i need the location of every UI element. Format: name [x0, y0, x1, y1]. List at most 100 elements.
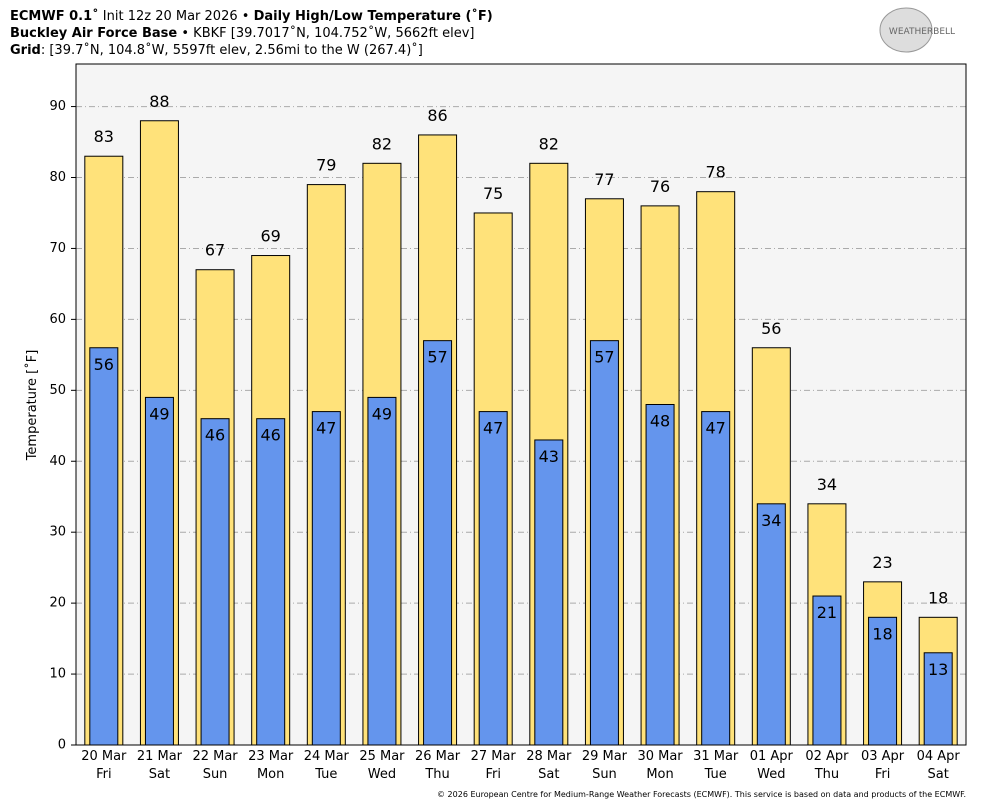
bar	[868, 616, 898, 746]
x-tick-weekday: Mon	[646, 767, 673, 782]
value-label: 46	[261, 426, 281, 445]
bar	[256, 418, 286, 746]
y-axis-label: Temperature [˚F]	[24, 350, 40, 462]
value-label: 47	[316, 419, 336, 438]
grid-line-text: Grid: [39.7˚N, 104.8˚W, 5597ft elev, 2.5…	[10, 42, 423, 58]
y-tick-label: 10	[49, 667, 66, 682]
station-line: Buckley Air Force Base • KBKF [39.7017˚N…	[10, 25, 474, 41]
value-label: 82	[372, 134, 392, 153]
y-tick-label: 80	[49, 170, 66, 185]
bar	[645, 404, 675, 746]
y-tick-label: 40	[49, 454, 66, 469]
init: Init 12z 20 Mar 2026	[103, 9, 238, 24]
x-tick-weekday: Fri	[96, 767, 112, 782]
value-label: 46	[205, 426, 225, 445]
value-label: 47	[706, 419, 726, 438]
x-tick-weekday: Thu	[424, 767, 449, 782]
x-tick-label: 25 Mar	[359, 749, 405, 764]
bar	[311, 411, 341, 746]
bar	[367, 396, 397, 746]
bar	[534, 439, 564, 746]
x-tick-weekday: Fri	[875, 767, 891, 782]
value-label: 48	[650, 412, 670, 431]
station: Buckley Air Force Base	[10, 26, 177, 41]
value-label: 86	[427, 106, 447, 125]
x-tick-weekday: Wed	[757, 767, 785, 782]
value-label: 34	[817, 475, 837, 494]
bar	[89, 347, 119, 746]
x-tick-label: 26 Mar	[415, 749, 461, 764]
x-tick-label: 20 Mar	[81, 749, 127, 764]
model: ECMWF 0.1˚	[10, 8, 99, 24]
value-label: 23	[872, 553, 892, 572]
x-tick-label: 27 Mar	[471, 749, 517, 764]
value-label: 56	[94, 355, 114, 374]
x-tick-weekday: Tue	[704, 767, 727, 782]
value-label: 78	[706, 163, 726, 182]
x-tick-weekday: Sat	[538, 767, 559, 782]
value-label: 43	[539, 447, 559, 466]
value-label: 13	[928, 660, 948, 679]
bar	[589, 340, 619, 746]
logo-mark	[879, 7, 933, 53]
value-label: 88	[149, 92, 169, 111]
value-label: 79	[316, 156, 336, 175]
x-tick-weekday: Sun	[592, 767, 617, 782]
x-tick-label: 31 Mar	[693, 749, 739, 764]
x-tick-label: 30 Mar	[637, 749, 683, 764]
value-label: 76	[650, 177, 670, 196]
y-tick-label: 20	[49, 596, 66, 611]
grid-label: Grid	[10, 43, 41, 58]
x-tick-label: 01 Apr	[750, 749, 794, 764]
value-label: 57	[427, 348, 447, 367]
bar	[423, 340, 453, 746]
y-tick-label: 70	[49, 241, 66, 256]
x-tick-label: 04 Apr	[917, 749, 961, 764]
value-label: 75	[483, 184, 503, 203]
station-info: • KBKF [39.7017˚N, 104.752˚W, 5662ft ele…	[181, 25, 474, 41]
x-tick-weekday: Sat	[149, 767, 170, 782]
value-label: 82	[539, 134, 559, 153]
value-label: 18	[872, 624, 892, 643]
x-tick-label: 02 Apr	[805, 749, 849, 764]
plot-frame	[75, 63, 967, 746]
y-tick-label: 60	[49, 312, 66, 327]
x-tick-label: 24 Mar	[304, 749, 350, 764]
value-label: 18	[928, 588, 948, 607]
value-label: 49	[149, 404, 169, 423]
value-label: 57	[594, 348, 614, 367]
value-label: 77	[594, 170, 614, 189]
footer: © 2026 European Centre for Medium-Range …	[437, 790, 966, 799]
x-tick-weekday: Sun	[203, 767, 228, 782]
x-tick-weekday: Mon	[257, 767, 284, 782]
x-tick-label: 03 Apr	[861, 749, 905, 764]
value-label: 67	[205, 241, 225, 260]
bar	[923, 652, 953, 746]
x-tick-label: 28 Mar	[526, 749, 572, 764]
separator: •	[242, 9, 250, 24]
y-tick-label: 0	[58, 738, 66, 753]
bar	[144, 396, 174, 746]
title-line: ECMWF 0.1˚ Init 12z 20 Mar 2026 • Daily …	[10, 8, 493, 24]
x-tick-weekday: Wed	[368, 767, 396, 782]
x-tick-label: 23 Mar	[248, 749, 294, 764]
x-tick-weekday: Sat	[928, 767, 949, 782]
value-label: 69	[261, 227, 281, 246]
value-label: 47	[483, 419, 503, 438]
y-tick-label: 50	[49, 383, 66, 398]
x-tick-weekday: Tue	[314, 767, 337, 782]
bar	[756, 503, 786, 746]
y-tick-label: 30	[49, 525, 66, 540]
grid-info: : [39.7˚N, 104.8˚W, 5597ft elev, 2.56mi …	[41, 42, 423, 58]
value-label: 49	[372, 404, 392, 423]
bar	[701, 411, 731, 746]
x-tick-label: 21 Mar	[137, 749, 183, 764]
bar	[200, 418, 230, 746]
value-label: 21	[817, 603, 837, 622]
bar	[812, 595, 842, 746]
value-label: 34	[761, 511, 781, 530]
x-tick-weekday: Thu	[814, 767, 839, 782]
y-tick-label: 90	[49, 99, 66, 114]
x-tick-weekday: Fri	[485, 767, 501, 782]
